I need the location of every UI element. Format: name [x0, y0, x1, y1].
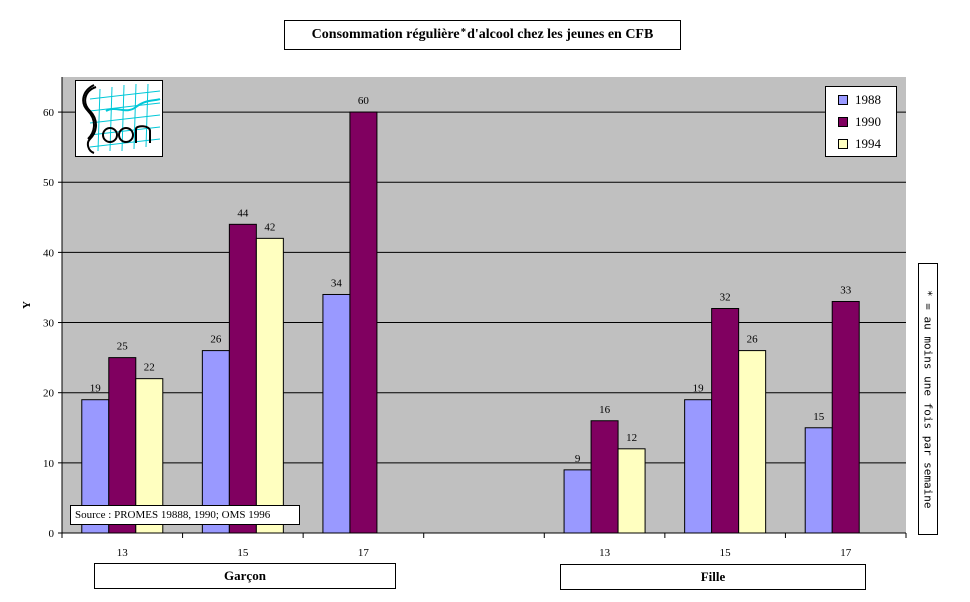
legend: 1988 1990 1994 — [825, 86, 897, 157]
bar-1988-2 — [322, 293, 351, 534]
y-tick-label-30: 30 — [43, 318, 55, 330]
y-tick-label-20: 20 — [43, 388, 55, 400]
data-label-1988-1: 26 — [210, 334, 222, 346]
legend-swatch-1994 — [838, 139, 848, 149]
x-tick-label-4: 13 — [599, 547, 611, 559]
data-label-1994-1: 42 — [264, 221, 275, 233]
data-label-1990-1: 44 — [237, 207, 249, 219]
chart-title: Consommation régulière * d'alcool chez l… — [284, 20, 681, 50]
bar-1990-1 — [228, 223, 257, 534]
data-label-1994-4: 12 — [626, 432, 637, 444]
bar-1988-5 — [684, 399, 713, 534]
data-label-1994-5: 26 — [747, 334, 759, 346]
x-tick-label-6: 17 — [840, 547, 852, 559]
bar-1994-1 — [255, 237, 284, 534]
y-tick-label-60: 60 — [43, 107, 55, 119]
y-tick-label-40: 40 — [43, 247, 55, 259]
bar-1988-1 — [201, 350, 230, 534]
x-tick-label-2: 17 — [358, 547, 370, 559]
y-tick-label-50: 50 — [43, 177, 55, 189]
data-label-1988-2: 34 — [331, 277, 343, 289]
side-note-text: * = au moins une fois par semaine — [921, 289, 935, 509]
title-main-text: Consommation régulière — [311, 27, 460, 42]
seen-logo — [75, 80, 163, 157]
title-asterisk: * — [460, 26, 467, 38]
legend-label-1988: 1988 — [855, 92, 881, 107]
data-label-1988-5: 19 — [693, 383, 705, 395]
bar-1994-5 — [738, 350, 767, 534]
bar-1994-4 — [617, 448, 646, 534]
seen-logo-graphic — [82, 83, 161, 154]
legend-label-1990: 1990 — [855, 114, 881, 129]
data-label-1994-0: 22 — [144, 362, 155, 374]
legend-item-1994: 1994 — [838, 133, 896, 155]
y-axis-label: Y — [21, 301, 33, 309]
group-label-fille: Fille — [560, 564, 866, 590]
bar-1990-6 — [831, 300, 860, 534]
bar-1990-0 — [108, 357, 137, 534]
data-label-1988-0: 19 — [90, 383, 102, 395]
source-note: Source : PROMES 19888, 1990; OMS 1996 — [70, 505, 300, 525]
y-tick-label-10: 10 — [43, 458, 55, 470]
bar-1990-5 — [711, 308, 740, 534]
legend-item-1990: 1990 — [838, 111, 896, 133]
bar-1988-6 — [804, 427, 833, 534]
plot-background — [62, 77, 906, 533]
x-tick-label-1: 15 — [237, 547, 249, 559]
legend-swatch-1988 — [838, 95, 848, 105]
title-rest-text: d'alcool chez les jeunes en CFB — [467, 27, 654, 42]
group-label-garcon: Garçon — [94, 563, 396, 589]
data-label-1990-4: 16 — [599, 404, 611, 416]
data-label-1990-0: 25 — [117, 341, 129, 353]
legend-item-1988: 1988 — [838, 89, 896, 111]
legend-swatch-1990 — [838, 117, 848, 127]
x-tick-label-5: 15 — [720, 547, 732, 559]
data-label-1988-4: 9 — [575, 453, 581, 465]
y-tick-label-0: 0 — [49, 528, 55, 540]
data-label-1988-6: 15 — [813, 411, 825, 423]
bar-1988-4 — [563, 469, 592, 534]
data-label-1990-6: 33 — [840, 284, 852, 296]
side-note: * = au moins une fois par semaine — [918, 263, 938, 535]
data-label-1990-5: 32 — [720, 292, 731, 304]
x-tick-label-0: 13 — [117, 547, 129, 559]
legend-label-1994: 1994 — [855, 136, 881, 151]
bar-1990-4 — [590, 420, 619, 534]
bar-1990-2 — [349, 111, 378, 534]
data-label-1990-2: 60 — [358, 95, 370, 107]
